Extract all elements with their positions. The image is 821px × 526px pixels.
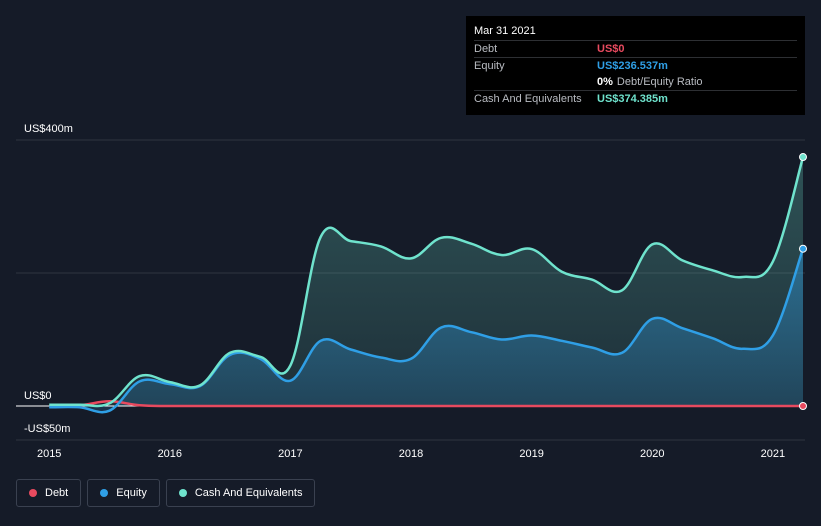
chart-legend: Debt Equity Cash And Equivalents <box>16 479 316 507</box>
tooltip-equity-label: Equity <box>474 60 505 72</box>
equity-end-marker <box>799 244 807 253</box>
legend-debt-dot-icon <box>29 489 37 497</box>
tooltip-date: Mar 31 2021 <box>474 25 536 37</box>
x-axis-ticks: 2015 2016 2017 2018 2019 2020 2021 <box>37 448 785 460</box>
tooltip-ratio-label: Debt/Equity Ratio <box>616 76 703 88</box>
tooltip-ratio-percent: 0% <box>597 76 613 88</box>
tooltip-row-cash: Cash And Equivalents US$374.385m <box>474 90 797 107</box>
x-tick-label-2017: 2017 <box>278 448 302 460</box>
equity-area <box>49 248 803 413</box>
legend-item-equity[interactable]: Equity <box>87 479 160 507</box>
tooltip-equity-value: US$236.537m <box>597 60 668 72</box>
y-tick-label-top: US$400m <box>24 123 73 135</box>
debt-end-marker <box>799 402 807 410</box>
legend-item-debt[interactable]: Debt <box>16 479 82 507</box>
cash-area <box>49 157 803 406</box>
tooltip-debt-label: Debt <box>474 43 498 55</box>
tooltip-row-ratio: 0% Debt/Equity Ratio <box>474 74 797 90</box>
tooltip-cash-value: US$374.385m <box>597 93 668 105</box>
tooltip-row-debt: Debt US$0 <box>474 40 797 57</box>
legend-equity-label: Equity <box>116 487 147 499</box>
x-tick-label-2015: 2015 <box>37 448 61 460</box>
legend-cash-label: Cash And Equivalents <box>194 487 303 499</box>
tooltip-row-equity: Equity US$236.537m <box>474 57 797 74</box>
cash-series-line <box>49 156 805 408</box>
debt-series-line <box>49 400 803 408</box>
x-tick-label-2021: 2021 <box>761 448 785 460</box>
legend-item-cash[interactable]: Cash And Equivalents <box>165 479 316 507</box>
cash-end-marker <box>799 153 807 162</box>
legend-equity-dot-icon <box>100 489 109 497</box>
data-tooltip: Mar 31 2021 Debt US$0 Equity US$236.537m… <box>466 16 805 115</box>
legend-cash-dot-icon <box>178 489 187 497</box>
tooltip-cash-label: Cash And Equivalents <box>474 93 582 105</box>
tooltip-debt-value: US$0 <box>597 43 625 55</box>
y-tick-label-zero: US$0 <box>24 390 52 402</box>
equity-series-line <box>49 248 805 414</box>
x-tick-label-2018: 2018 <box>399 448 423 460</box>
x-tick-label-2020: 2020 <box>640 448 664 460</box>
x-tick-label-2019: 2019 <box>519 448 543 460</box>
x-tick-label-2016: 2016 <box>158 448 182 460</box>
legend-debt-label: Debt <box>45 487 69 499</box>
y-tick-label-bottom: -US$50m <box>24 423 70 435</box>
